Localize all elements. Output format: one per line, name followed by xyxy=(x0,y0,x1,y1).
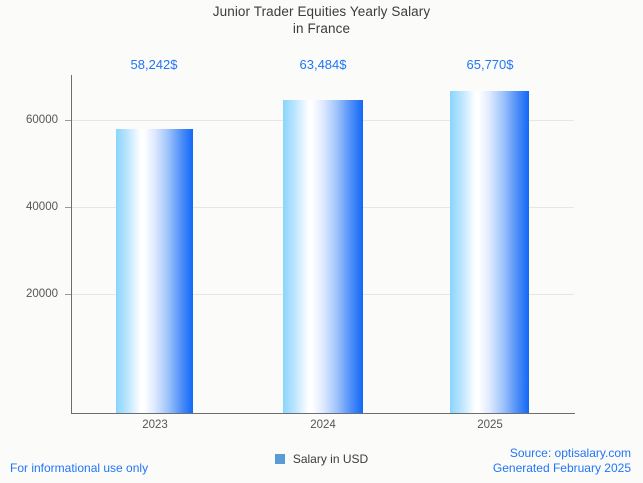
bar-value-2024: 63,484$ xyxy=(299,57,347,72)
legend-label-salary-in-usd[interactable]: Salary in USD xyxy=(292,452,369,466)
source-attribution: Source: optisalary.com Generated Februar… xyxy=(493,446,631,476)
x-axis-line xyxy=(71,413,575,414)
chart-title-line-1: Junior Trader Equities Yearly Salary xyxy=(212,4,431,19)
source-label: Source: optisalary.com xyxy=(509,446,631,460)
y-axis-line xyxy=(71,75,72,414)
ytick-mark-60000 xyxy=(65,120,71,121)
ytick-mark-20000 xyxy=(65,294,71,295)
ytick-label-60000: 60000 xyxy=(26,114,58,126)
ytick-label-20000: 20000 xyxy=(26,288,58,300)
informational-use-note: For informational use only xyxy=(10,461,149,475)
xtick-label-2024: 2024 xyxy=(310,419,336,431)
bar-2024[interactable] xyxy=(283,100,363,413)
chart-title: Junior Trader Equities Yearly Salary in … xyxy=(0,3,643,37)
legend-swatch-icon xyxy=(274,454,285,464)
generated-date-label: Generated February 2025 xyxy=(492,461,631,475)
bar-value-2023: 58,242$ xyxy=(130,57,178,72)
chart-legend: Salary in USD xyxy=(0,452,643,466)
bar-value-2025: 65,770$ xyxy=(466,57,514,72)
bar-2025[interactable] xyxy=(450,91,529,413)
ytick-label-40000: 40000 xyxy=(26,201,58,213)
bar-2023[interactable] xyxy=(116,129,193,413)
xtick-label-2023: 2023 xyxy=(142,419,168,431)
chart-title-line-2: in France xyxy=(292,21,351,36)
ytick-mark-40000 xyxy=(65,207,71,208)
xtick-label-2025: 2025 xyxy=(477,419,503,431)
